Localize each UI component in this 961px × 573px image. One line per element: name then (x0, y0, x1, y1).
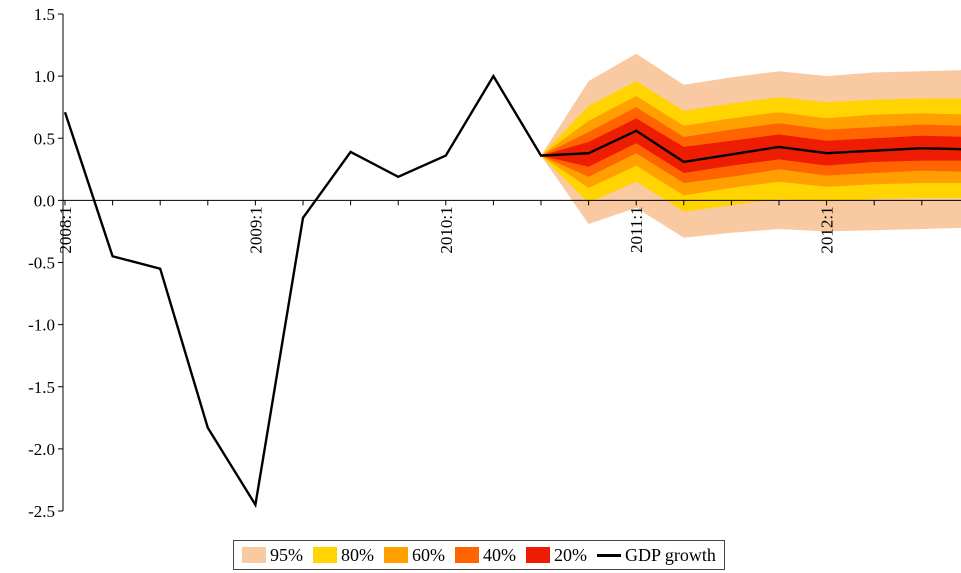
y-tick-label: -2.0 (28, 440, 55, 459)
legend-line-swatch (597, 553, 621, 557)
y-tick-label: 0.5 (34, 129, 55, 148)
legend-label-gdp-growth: GDP growth (625, 544, 716, 565)
x-axis-ticks: 2008:1 2009:1 2010:1 2011:1 2012:1 (56, 200, 923, 254)
x-tick-label: 2009:1 (246, 206, 265, 253)
series-line-gdp-growth (63, 73, 961, 509)
legend-label-20: 20% (554, 544, 587, 565)
legend-swatch-60 (384, 547, 408, 563)
legend-item-60: 60% (384, 545, 445, 566)
legend-swatch-95 (242, 547, 266, 563)
y-tick-label: 1.0 (34, 67, 55, 86)
y-tick-label: -0.5 (28, 254, 55, 273)
x-tick-label: 2011:1 (627, 206, 646, 253)
legend-item-80: 80% (313, 545, 374, 566)
legend-item-20: 20% (526, 545, 587, 566)
y-tick-label: -2.5 (28, 502, 55, 521)
y-tick-label: -1.0 (28, 316, 55, 335)
x-tick-label: 2012:1 (818, 206, 837, 253)
legend-item-gdp-growth: GDP growth (597, 545, 716, 566)
legend-label-80: 80% (341, 544, 374, 565)
y-axis-ticks: 1.5 1.0 0.5 0.0 -0.5 -1.0 -1.5 -2.0 -2.5 (28, 5, 63, 521)
legend-label-95: 95% (270, 544, 303, 565)
y-tick-label: -1.5 (28, 378, 55, 397)
legend: 95% 80% 60% 40% 20% GDP growth (233, 540, 725, 570)
fan-band-20 (541, 118, 961, 173)
legend-swatch-40 (455, 547, 479, 563)
x-tick-label: 2008:1 (56, 206, 75, 253)
legend-label-60: 60% (412, 544, 445, 565)
legend-swatch-80 (313, 547, 337, 563)
legend-item-95: 95% (242, 545, 303, 566)
legend-swatch-20 (526, 547, 550, 563)
y-tick-label: 1.5 (34, 5, 55, 24)
fan-bands (541, 53, 961, 238)
legend-item-40: 40% (455, 545, 516, 566)
y-tick-label: 0.0 (34, 191, 55, 210)
fan-chart: 1.51.00.50.0-0.5-1.0-1.5-2.0-2.5 2008:1 2… (28, 5, 961, 521)
x-tick-label: 2010:1 (437, 206, 456, 253)
legend-label-40: 40% (483, 544, 516, 565)
